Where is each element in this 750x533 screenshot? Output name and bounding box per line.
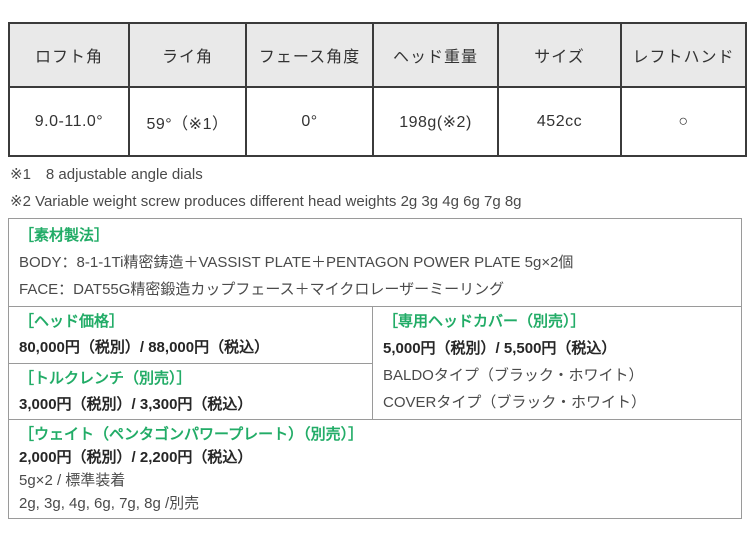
footnote-1: ※1 8 adjustable angle dials [10,166,203,183]
head-cover-heading: ［専用ヘッドカバー（別売）］ [383,313,586,330]
weight-optional: 2g, 3g, 4g, 6g, 7g, 8g /別売 [19,495,200,512]
torque-wrench-section: ［トルクレンチ（別売）］ 3,000円（税別）/ 3,300円（税込） [9,363,372,419]
footnotes: ※1 8 adjustable angle dials ※2 Variable … [10,161,522,215]
weight-heading: ［ウェイト（ペンタゴンパワープレート）（別売）］ [19,426,364,443]
info-box: ［素材製法］ BODY：8-1-1Ti精密鋳造＋VASSIST PLATE＋PE… [8,218,742,519]
head-cover-type-cover: COVERタイプ（ブラック・ホワイト） [383,394,647,411]
spec-table: ロフト角 ライ角 フェース角度 ヘッド重量 サイズ レフトハンド 9.0-11.… [8,22,747,157]
torque-wrench-value: 3,000円（税別）/ 3,300円（税込） [19,396,253,413]
footnote-2: ※2 Variable weight screw produces differ… [10,193,522,210]
spec-header-head-weight: ヘッド重量 [372,22,499,88]
spec-value-face-angle: 0° [245,86,374,157]
spec-value-loft-angle: 9.0-11.0° [8,86,130,157]
head-price-section: ［ヘッド価格］ 80,000円（税別）/ 88,000円（税込） [9,307,372,363]
head-price-heading: ［ヘッド価格］ [19,313,125,330]
spec-value-size: 452cc [497,86,622,157]
head-cover-section: ［専用ヘッドカバー（別売）］ 5,000円（税別）/ 5,500円（税込） BA… [372,307,741,419]
material-face-line: FACE：DAT55G精密鍛造カップフェース＋マイクロレーザーミーリング [19,281,505,298]
spec-value-row: 9.0-11.0° 59°（※1） 0° 198g(※2) 452cc ○ [8,86,747,157]
material-section: ［素材製法］ BODY：8-1-1Ti精密鋳造＋VASSIST PLATE＋PE… [9,219,741,306]
spec-value-head-weight: 198g(※2) [372,86,499,157]
head-cover-type-baldo: BALDOタイプ（ブラック・ホワイト） [383,367,644,384]
material-heading: ［素材製法］ [19,227,110,244]
spec-header-lie-angle: ライ角 [128,22,247,88]
price-column: ［ヘッド価格］ 80,000円（税別）/ 88,000円（税込） ［トルクレンチ… [9,307,372,419]
weight-price: 2,000円（税別）/ 2,200円（税込） [19,449,253,466]
spec-header-left-hand: レフトハンド [620,22,747,88]
spec-header-loft-angle: ロフト角 [8,22,130,88]
spec-header-face-angle: フェース角度 [245,22,374,88]
material-body-line: BODY：8-1-1Ti精密鋳造＋VASSIST PLATE＋PENTAGON … [19,254,574,271]
weight-standard: 5g×2 / 標準装着 [19,472,126,489]
spec-header-size: サイズ [497,22,622,88]
head-price-value: 80,000円（税別）/ 88,000円（税込） [19,339,270,356]
spec-value-lie-angle: 59°（※1） [128,86,247,157]
head-cover-price: 5,000円（税別）/ 5,500円（税込） [383,340,617,357]
price-cover-row: ［ヘッド価格］ 80,000円（税別）/ 88,000円（税込） ［トルクレンチ… [9,306,741,419]
torque-wrench-heading: ［トルクレンチ（別売）］ [19,370,192,387]
spec-value-left-hand: ○ [620,86,747,157]
spec-header-row: ロフト角 ライ角 フェース角度 ヘッド重量 サイズ レフトハンド [8,22,747,88]
weight-section: ［ウェイト（ペンタゴンパワープレート）（別売）］ 2,000円（税別）/ 2,2… [9,419,741,518]
